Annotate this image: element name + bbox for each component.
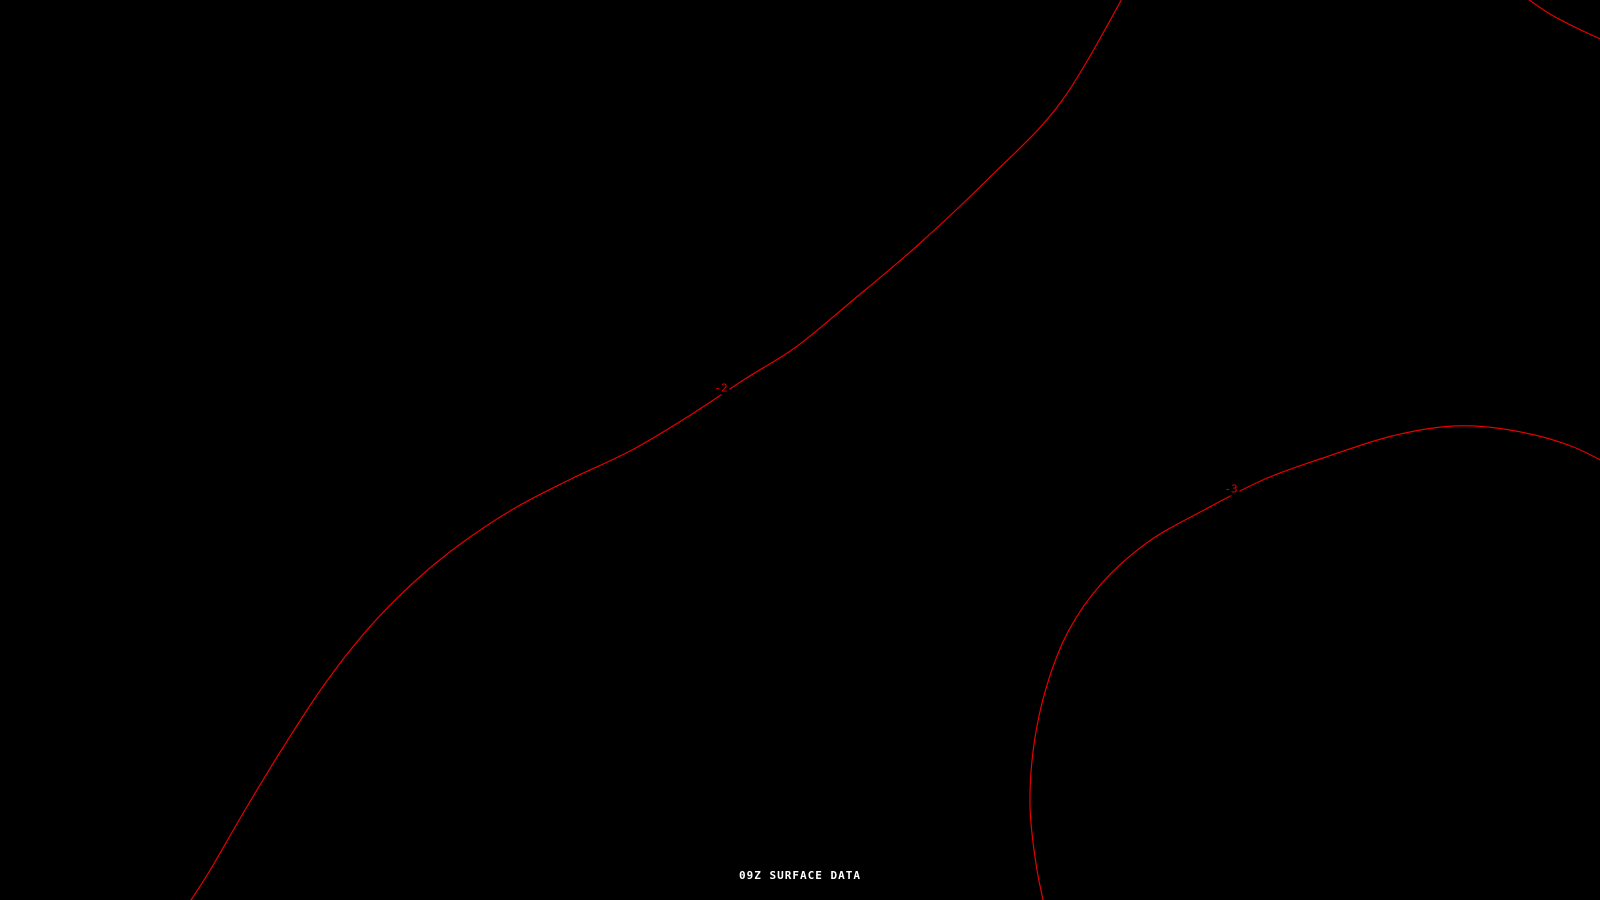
contour-line-neg2 [190, 0, 1123, 900]
contour-fragment-top-right [1528, 0, 1600, 40]
map-caption: 09Z SURFACE DATA [739, 869, 861, 882]
contour-line-neg3 [1029, 425, 1600, 900]
